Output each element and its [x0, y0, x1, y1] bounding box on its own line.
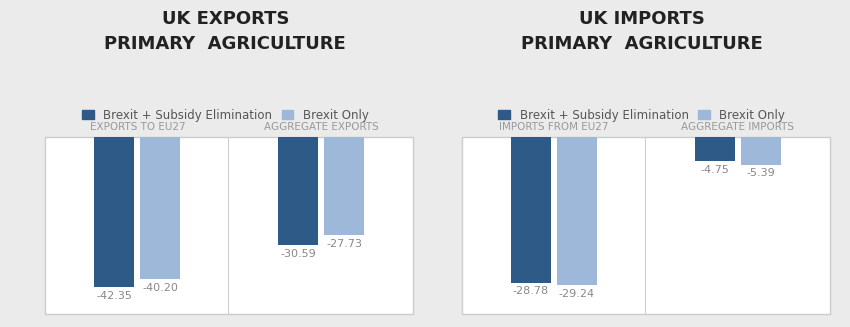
Bar	[740, 137, 780, 164]
Bar	[557, 137, 597, 285]
Text: -29.24: -29.24	[558, 289, 595, 299]
Bar	[644, 137, 646, 314]
Bar	[324, 137, 364, 235]
Text: -5.39: -5.39	[746, 168, 775, 179]
Text: -28.78: -28.78	[513, 286, 549, 297]
Bar	[511, 137, 551, 283]
Bar	[140, 137, 180, 279]
Legend: Brexit + Subsidy Elimination, Brexit Only: Brexit + Subsidy Elimination, Brexit Onl…	[494, 104, 790, 127]
Text: -27.73: -27.73	[326, 239, 362, 249]
Bar	[278, 137, 318, 245]
Text: AGGREGATE EXPORTS: AGGREGATE EXPORTS	[264, 122, 378, 132]
Bar	[94, 137, 134, 287]
Text: -40.20: -40.20	[143, 283, 178, 293]
Text: -30.59: -30.59	[280, 249, 316, 259]
Text: -42.35: -42.35	[96, 291, 133, 301]
Text: IMPORTS FROM EU27: IMPORTS FROM EU27	[499, 122, 609, 132]
Text: AGGREGATE IMPORTS: AGGREGATE IMPORTS	[681, 122, 794, 132]
Legend: Brexit + Subsidy Elimination, Brexit Only: Brexit + Subsidy Elimination, Brexit Onl…	[77, 104, 373, 127]
Text: UK EXPORTS
PRIMARY  AGRICULTURE: UK EXPORTS PRIMARY AGRICULTURE	[105, 10, 346, 53]
Bar	[694, 137, 734, 161]
Text: -4.75: -4.75	[700, 165, 729, 175]
Text: EXPORTS TO EU27: EXPORTS TO EU27	[89, 122, 185, 132]
Text: UK IMPORTS
PRIMARY  AGRICULTURE: UK IMPORTS PRIMARY AGRICULTURE	[521, 10, 762, 53]
FancyBboxPatch shape	[46, 137, 413, 314]
Bar	[228, 137, 230, 314]
FancyBboxPatch shape	[462, 137, 830, 314]
